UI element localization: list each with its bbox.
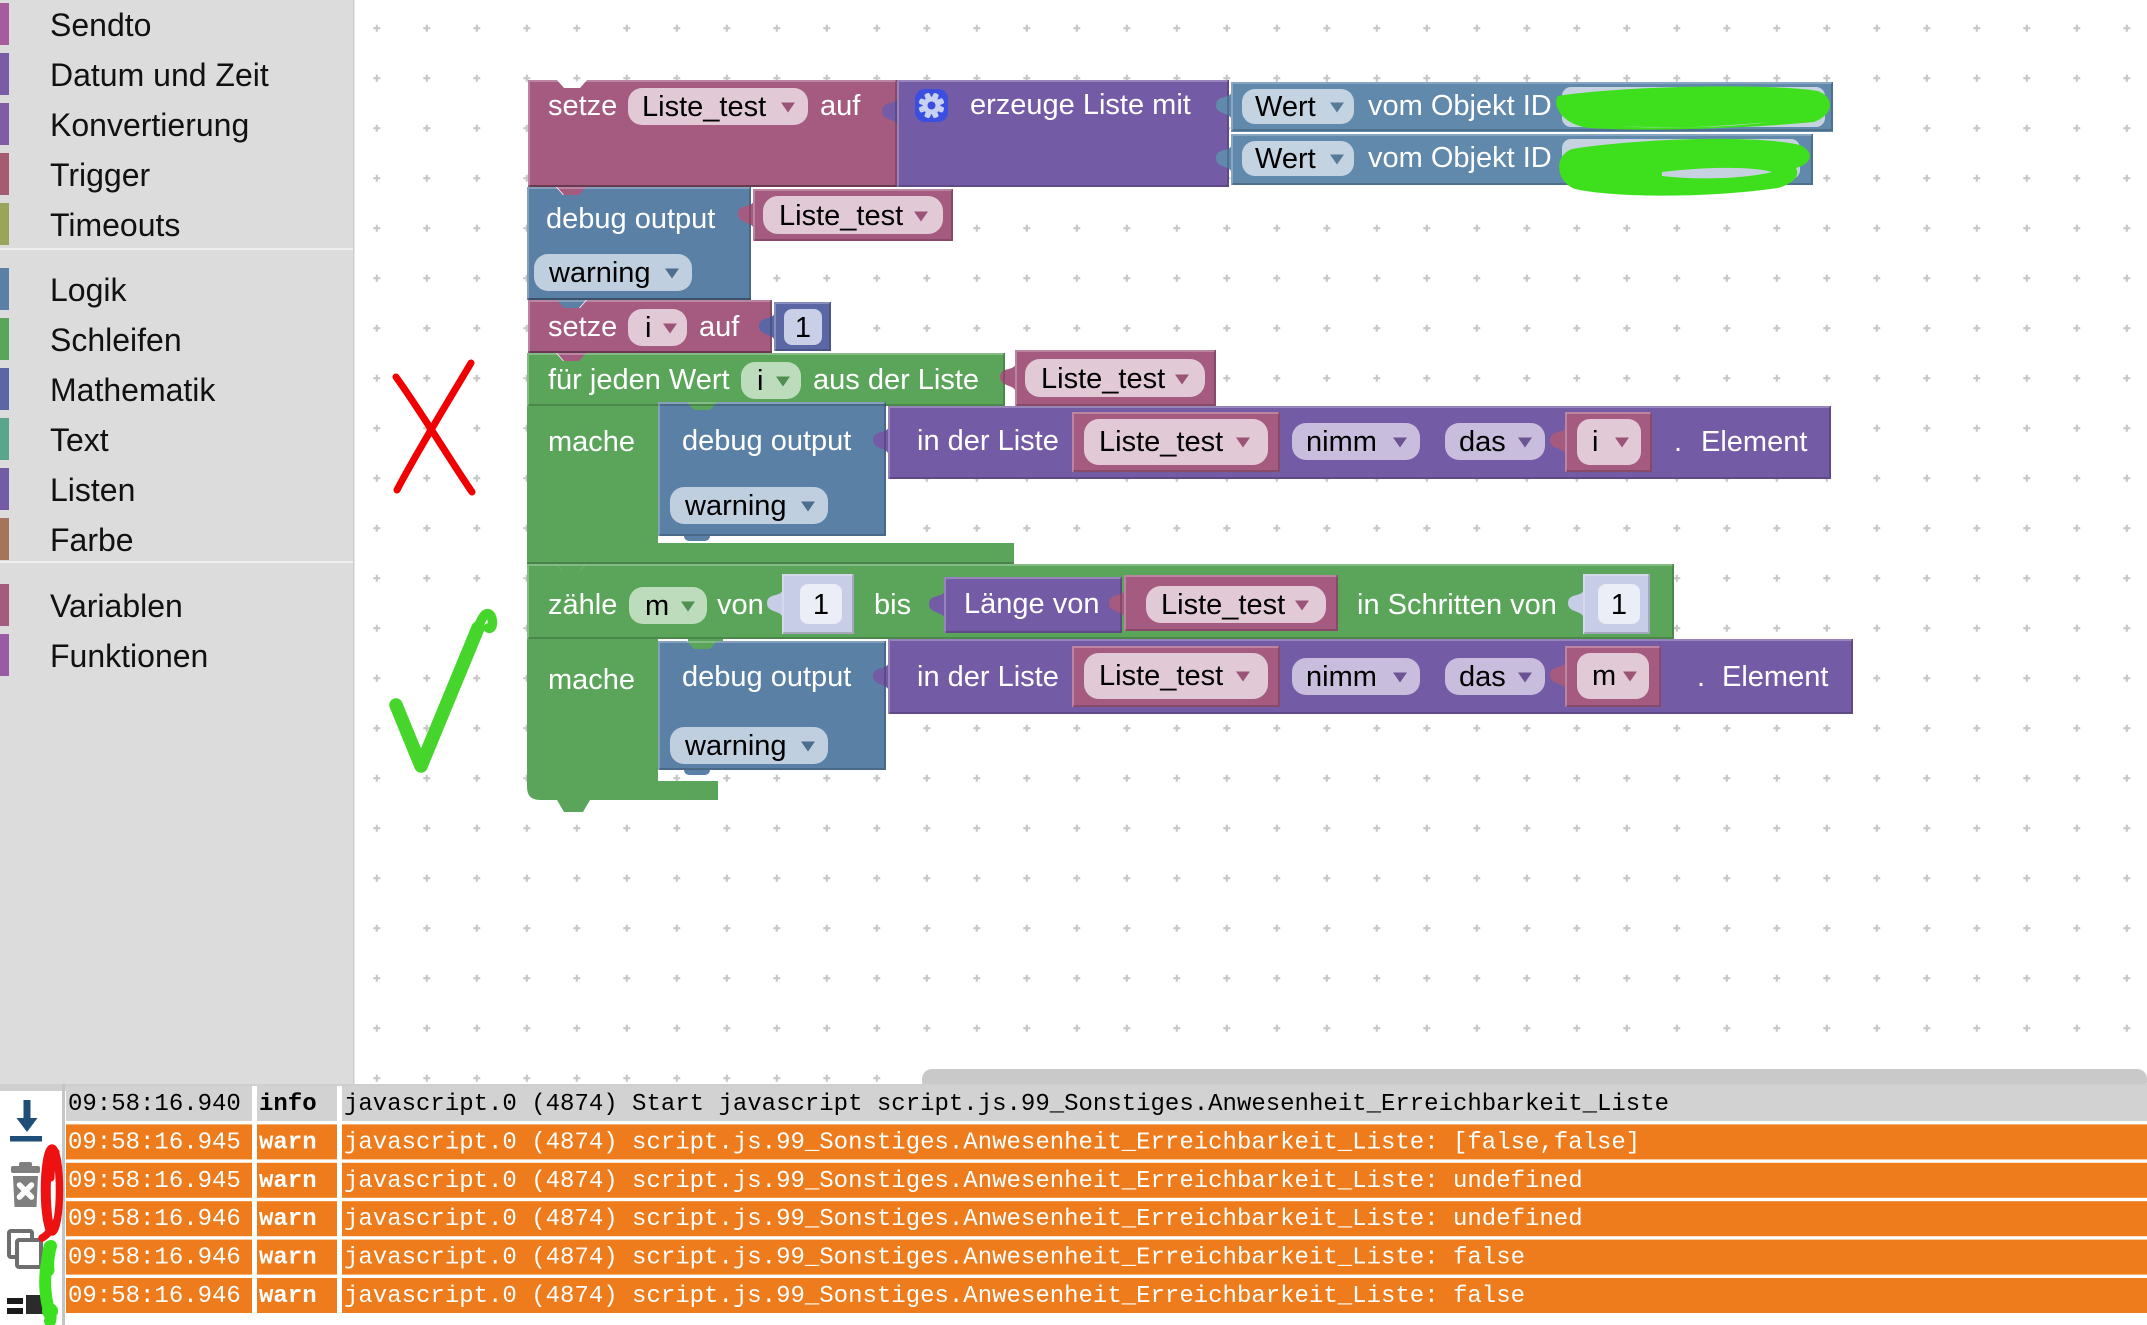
svg-text:info: info <box>259 1091 317 1118</box>
svg-text:das: das <box>1459 426 1506 458</box>
svg-text:javascript.0 (4874) script.js.: javascript.0 (4874) script.js.99_Sonstig… <box>344 1168 1583 1195</box>
svg-text:i: i <box>1592 426 1598 458</box>
svg-text:von: von <box>717 589 764 621</box>
svg-text:in Schritten von: in Schritten von <box>1357 589 1557 621</box>
svg-text:warning: warning <box>684 730 787 762</box>
svg-text:09:58:16.945: 09:58:16.945 <box>68 1129 241 1156</box>
svg-text:javascript.0 (4874) Start java: javascript.0 (4874) Start javascript scr… <box>344 1091 1669 1118</box>
svg-text:1: 1 <box>795 312 811 344</box>
svg-text:setze: setze <box>548 311 617 343</box>
svg-text:javascript.0 (4874) script.js.: javascript.0 (4874) script.js.99_Sonstig… <box>344 1206 1583 1233</box>
svg-text:09:58:16.946: 09:58:16.946 <box>68 1206 241 1233</box>
svg-text:Logik: Logik <box>50 272 128 308</box>
svg-text:mache: mache <box>548 426 635 458</box>
svg-text:Wert: Wert <box>1255 91 1316 123</box>
svg-text:m: m <box>1592 660 1616 692</box>
svg-text:.: . <box>1674 426 1682 458</box>
svg-text:warning: warning <box>684 490 787 522</box>
svg-text:Trigger: Trigger <box>50 157 151 193</box>
svg-text:javascript.0 (4874) script.js.: javascript.0 (4874) script.js.99_Sonstig… <box>344 1129 1640 1156</box>
svg-text:erzeuge Liste mit: erzeuge Liste mit <box>970 89 1191 121</box>
svg-text:vom Objekt ID: vom Objekt ID <box>1368 90 1552 122</box>
svg-text:für jeden Wert: für jeden Wert <box>548 364 730 396</box>
svg-text:1: 1 <box>1611 589 1627 621</box>
svg-text:debug output: debug output <box>682 425 851 457</box>
svg-text:debug output: debug output <box>546 203 715 235</box>
svg-text:Mathematik: Mathematik <box>50 372 216 408</box>
svg-text:aus der Liste: aus der Liste <box>813 364 979 396</box>
svg-text:Sendto: Sendto <box>50 7 151 43</box>
svg-text:warn: warn <box>259 1245 317 1272</box>
svg-text:warn: warn <box>259 1283 317 1310</box>
svg-text:m: m <box>645 590 669 622</box>
svg-text:09:58:16.945: 09:58:16.945 <box>68 1168 241 1195</box>
svg-text:warning: warning <box>548 257 651 289</box>
svg-text:mache: mache <box>548 664 635 696</box>
svg-text:Liste_test: Liste_test <box>779 200 903 232</box>
svg-text:javascript.0 (4874) script.js.: javascript.0 (4874) script.js.99_Sonstig… <box>344 1283 1525 1310</box>
svg-text:Listen: Listen <box>50 472 135 508</box>
svg-text:auf: auf <box>820 90 861 122</box>
svg-text:debug output: debug output <box>682 661 851 693</box>
svg-text:Konvertierung: Konvertierung <box>50 107 249 143</box>
svg-text:09:58:16.946: 09:58:16.946 <box>68 1245 241 1272</box>
svg-text:Datum und Zeit: Datum und Zeit <box>50 57 269 93</box>
svg-text:i: i <box>757 365 763 397</box>
svg-text:Liste_test: Liste_test <box>642 91 766 123</box>
svg-text:warn: warn <box>259 1168 317 1195</box>
svg-text:das: das <box>1459 661 1506 693</box>
svg-text:Text: Text <box>50 422 109 458</box>
svg-text:Liste_test: Liste_test <box>1041 363 1165 395</box>
svg-text:Element: Element <box>1701 426 1807 458</box>
svg-text:Liste_test: Liste_test <box>1161 589 1285 621</box>
svg-text:i: i <box>645 312 651 344</box>
svg-text:warn: warn <box>259 1129 317 1156</box>
svg-text:1: 1 <box>813 589 829 621</box>
svg-text:auf: auf <box>699 311 740 343</box>
svg-text:in der Liste: in der Liste <box>917 425 1059 457</box>
svg-text:Wert: Wert <box>1255 143 1316 175</box>
svg-text:javascript.0 (4874) script.js.: javascript.0 (4874) script.js.99_Sonstig… <box>344 1245 1525 1272</box>
svg-text:09:58:16.940: 09:58:16.940 <box>68 1091 241 1118</box>
svg-text:.: . <box>1697 661 1705 693</box>
svg-text:warn: warn <box>259 1206 317 1233</box>
svg-text:nimm: nimm <box>1306 426 1377 458</box>
svg-text:Funktionen: Funktionen <box>50 638 208 674</box>
svg-text:Länge von: Länge von <box>964 588 1099 620</box>
svg-text:Variablen: Variablen <box>50 588 183 624</box>
svg-text:zähle: zähle <box>548 589 617 621</box>
svg-text:in der Liste: in der Liste <box>917 661 1059 693</box>
svg-text:Schleifen: Schleifen <box>50 322 182 358</box>
svg-text:Liste_test: Liste_test <box>1099 660 1223 692</box>
svg-text:09:58:16.946: 09:58:16.946 <box>68 1283 241 1310</box>
svg-text:Farbe: Farbe <box>50 522 134 558</box>
svg-text:Timeouts: Timeouts <box>50 207 180 243</box>
svg-text:vom Objekt ID: vom Objekt ID <box>1368 142 1552 174</box>
svg-text:setze: setze <box>548 90 617 122</box>
svg-text:bis: bis <box>874 589 911 621</box>
svg-text:Liste_test: Liste_test <box>1099 426 1223 458</box>
svg-text:Element: Element <box>1722 661 1828 693</box>
svg-text:nimm: nimm <box>1306 661 1377 693</box>
